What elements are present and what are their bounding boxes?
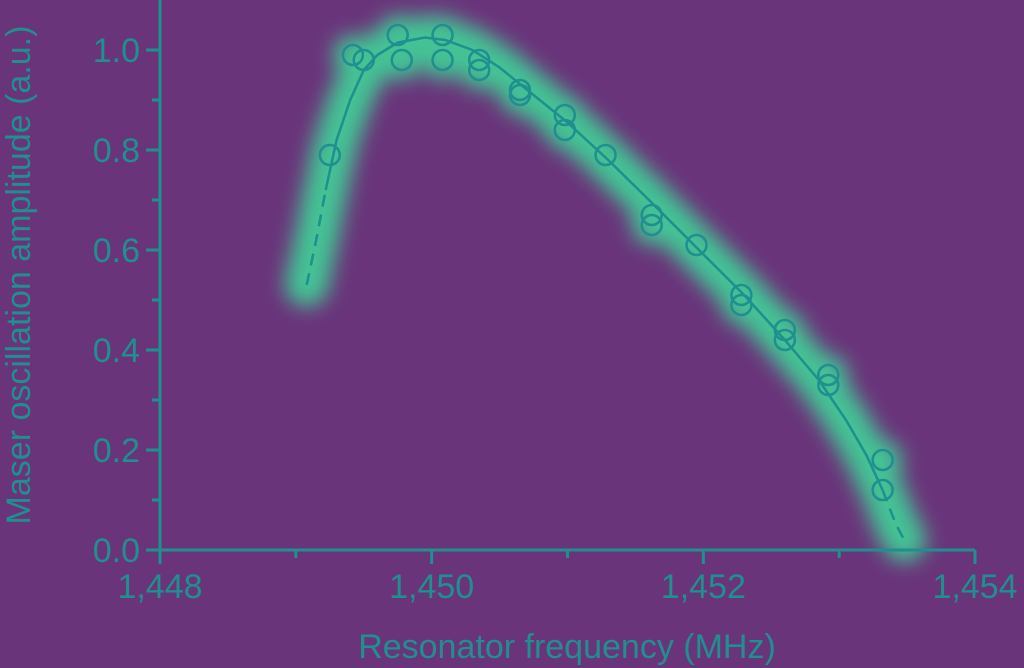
- data-point: [341, 43, 365, 67]
- data-point: [431, 23, 454, 47]
- y-tick-label: 0.4: [93, 332, 140, 370]
- y-tick-label: 0.8: [93, 132, 140, 170]
- data-point: [467, 58, 491, 82]
- x-tick-label: 1,450: [389, 568, 474, 606]
- y-tick-label: 0.6: [93, 232, 140, 270]
- data-points: [318, 23, 894, 502]
- x-tick-label: 1,448: [117, 568, 202, 606]
- glow-point: [422, 40, 463, 80]
- data-point: [773, 318, 797, 342]
- data-point: [640, 213, 663, 237]
- y-tick-label: 1.0: [93, 32, 140, 70]
- data-point: [685, 233, 708, 257]
- x-tick-label: 1,452: [661, 568, 746, 606]
- glow-point: [309, 135, 350, 175]
- y-tick-label: 0.0: [93, 532, 140, 570]
- data-point: [817, 373, 840, 397]
- data-point: [431, 48, 454, 72]
- data-point: [318, 143, 342, 167]
- data-point: [508, 83, 532, 107]
- data-point: [871, 448, 894, 472]
- data-point: [386, 23, 409, 47]
- y-axis-label: Maser oscillation amplitude (a.u.): [0, 26, 38, 525]
- fit-curve: [305, 36, 906, 541]
- data-point: [730, 283, 753, 307]
- data-point: [352, 48, 375, 72]
- data-point: [553, 103, 577, 127]
- data-point: [817, 363, 840, 387]
- data-point: [730, 293, 753, 317]
- x-axis-label: Resonator frequency (MHz): [358, 628, 776, 666]
- glow-point: [676, 225, 717, 265]
- data-point: [640, 203, 663, 227]
- glow-point: [585, 135, 626, 175]
- data-point: [553, 118, 577, 142]
- fit-curve-dashed-right: [881, 489, 906, 541]
- tick-marks: 1,448 1,450 1,452 1,454 0.0 0.2 0.4 0.6 0.8 1.0: [93, 32, 1018, 606]
- fit-curve-solid: [324, 36, 884, 491]
- x-tick-label: 1,454: [932, 568, 1017, 606]
- glow-point: [544, 110, 585, 150]
- data-point: [390, 48, 414, 72]
- data-point: [594, 143, 617, 167]
- data-point: [467, 48, 491, 72]
- data-point: [773, 328, 797, 352]
- data-point: [871, 478, 894, 502]
- fit-curve-dashed-left: [305, 189, 327, 286]
- glow-point: [381, 40, 422, 80]
- y-tick-label: 0.2: [93, 432, 140, 470]
- glow-point: [343, 40, 384, 80]
